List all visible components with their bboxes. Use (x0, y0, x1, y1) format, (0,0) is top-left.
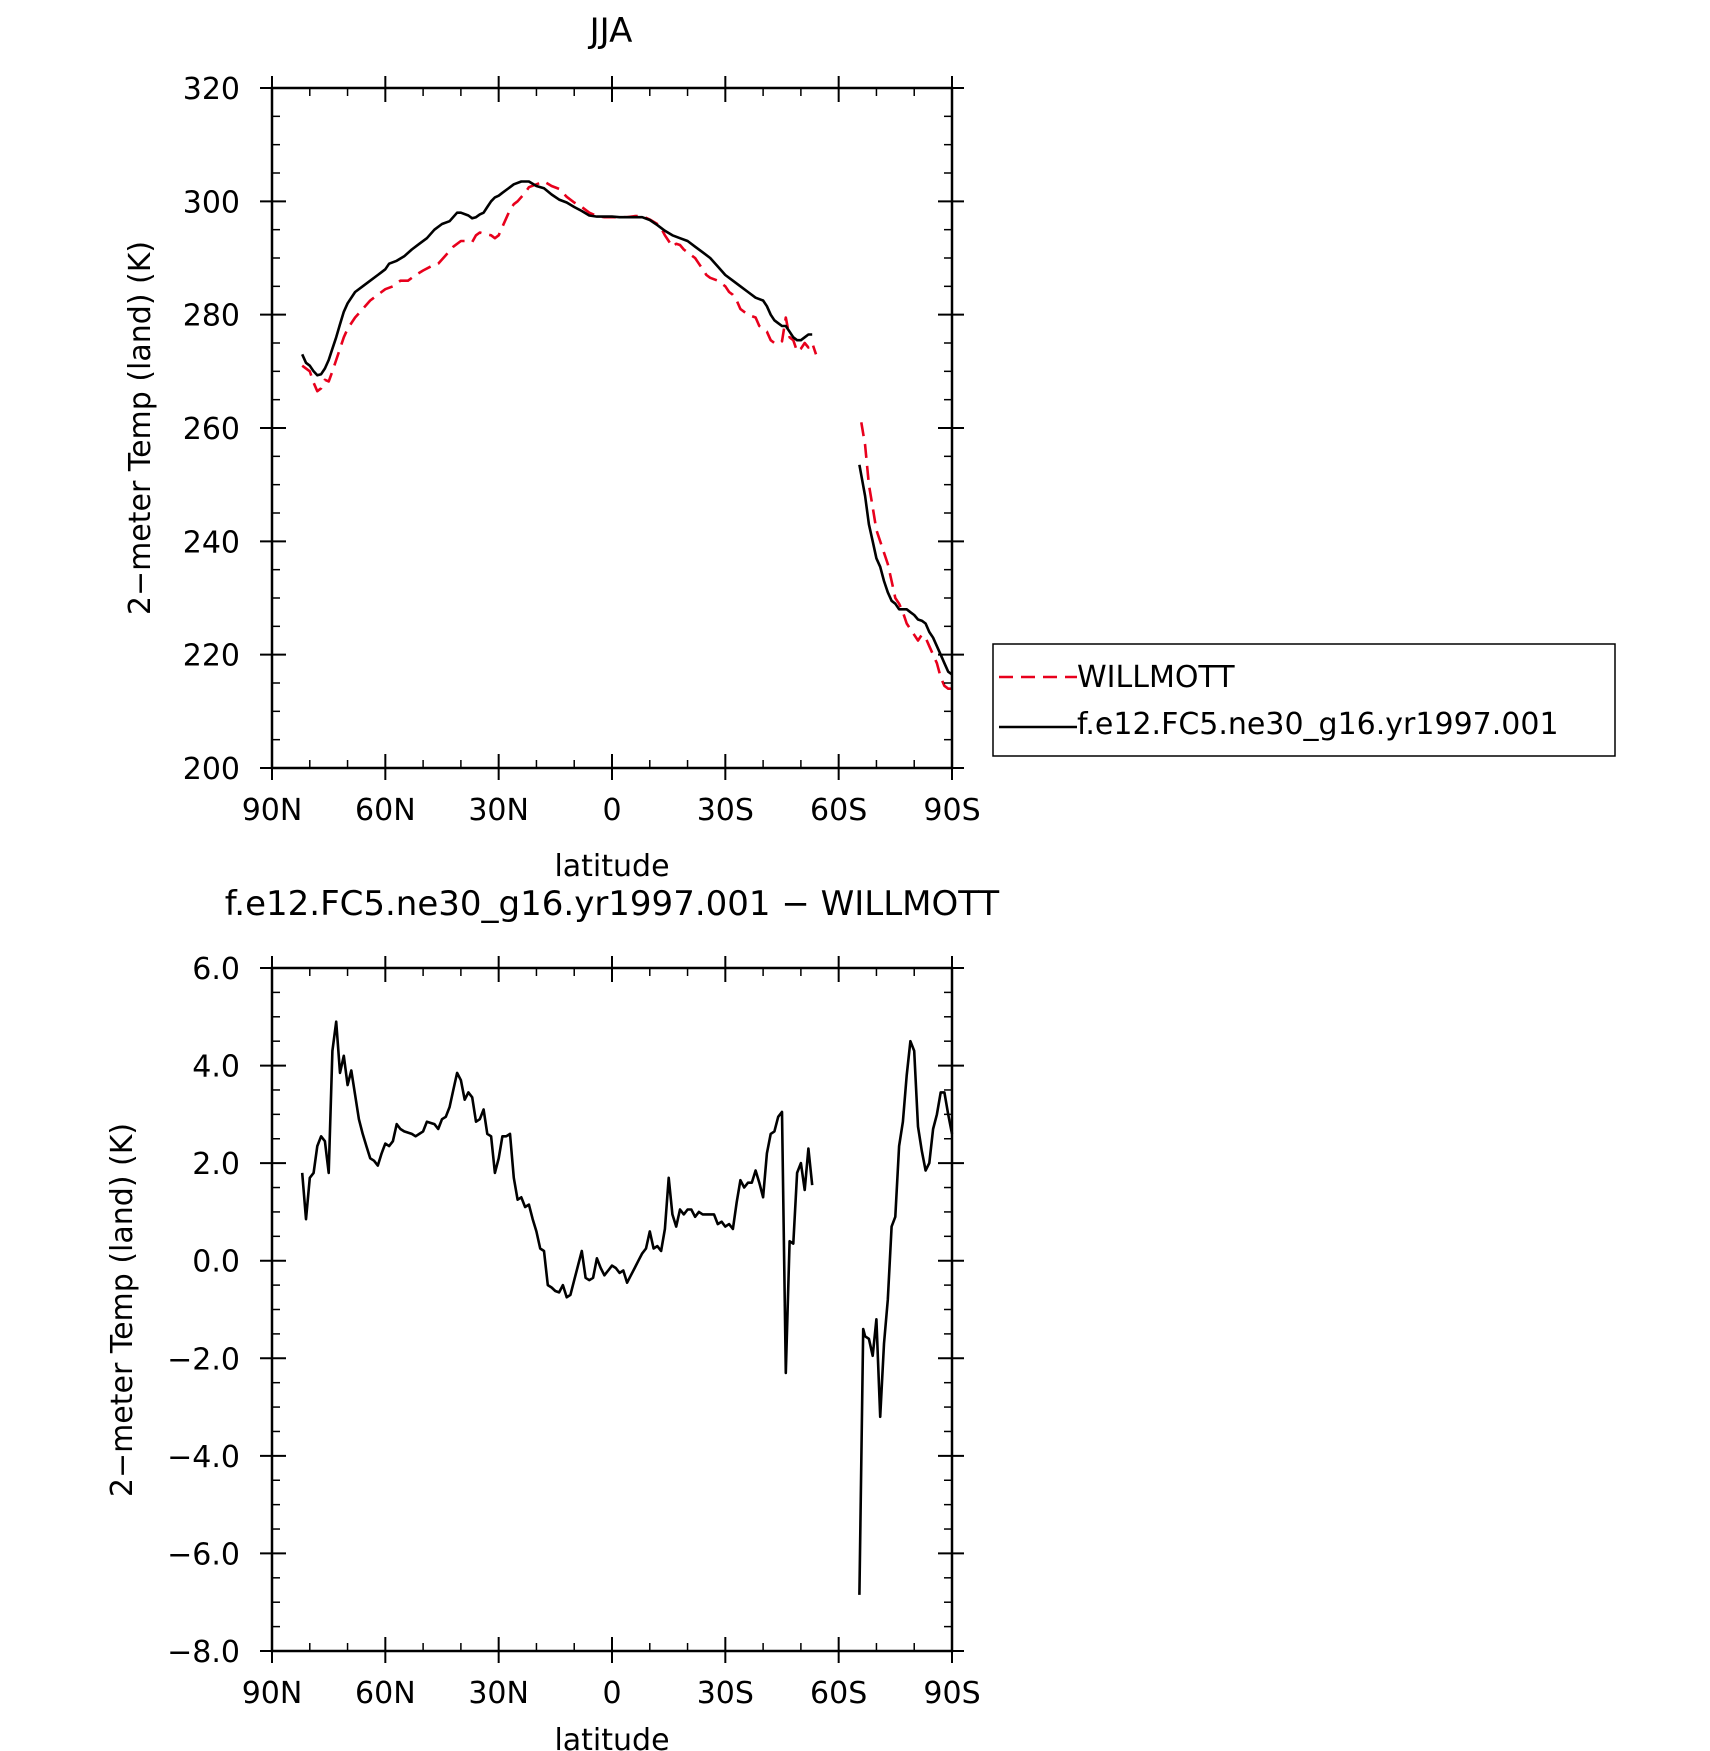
series-line-model-segment-2 (858, 1039, 954, 1595)
y-tick-label: 220 (183, 639, 240, 674)
y-axis-label: 2−meter Temp (land) (K) (123, 241, 158, 615)
x-axis-label: latitude (554, 849, 669, 884)
y-tick-label: 240 (183, 525, 240, 560)
x-tick-label: 30S (697, 793, 754, 828)
x-tick-label: 60S (810, 1676, 867, 1711)
y-tick-label: 300 (183, 185, 240, 220)
legend-label-willmott: WILLMOTT (1077, 660, 1235, 695)
y-tick-label: 4.0 (192, 1050, 240, 1085)
plot-frame (270, 86, 954, 770)
chart-title: f.e12.FC5.ne30_g16.yr1997.001 − WILLMOTT (225, 884, 1000, 924)
y-tick-label: −2.0 (167, 1342, 240, 1377)
x-tick-label: 0 (602, 793, 621, 828)
x-tick-label: 30N (468, 1676, 529, 1711)
legend: WILLMOTT f.e12.FC5.ne30_g16.yr1997.001 (992, 643, 1616, 757)
series-line-willmott-segment-1 (301, 180, 818, 393)
y-tick-label: 0.0 (192, 1245, 240, 1280)
chart-title: JJA (588, 11, 633, 51)
y-tick-label: 280 (183, 299, 240, 334)
x-tick-label: 60N (355, 793, 416, 828)
top-panel: JJA 90N 60N 30N 0 30S 60S 90S 320 300 280 260 240 22… (123, 11, 1616, 884)
plot-frame (270, 966, 954, 1653)
y-tick-label: −4.0 (167, 1440, 240, 1475)
y-tick-label: 6.0 (192, 952, 240, 987)
x-tick-label: 30S (697, 1676, 754, 1711)
x-tick-label: 90S (923, 1676, 980, 1711)
x-axis-label: latitude (554, 1723, 669, 1751)
y-tick-label: −8.0 (167, 1635, 240, 1670)
bottom-panel: f.e12.FC5.ne30_g16.yr1997.001 − WILLMOTT… (105, 884, 999, 1751)
series-line-model-segment-2 (858, 464, 953, 676)
x-tick-label: 60N (355, 1676, 416, 1711)
series-line-model-segment-1 (301, 180, 813, 377)
y-tick-label: 260 (183, 412, 240, 447)
series-line-model-segment-1 (300, 1020, 814, 1375)
legend-box (992, 643, 1616, 757)
x-tick-label: 60S (810, 793, 867, 828)
y-axis-label: 2−meter Temp (land) (K) (105, 1123, 140, 1497)
x-tick-label: 90S (923, 793, 980, 828)
x-tick-label: 90N (242, 1676, 303, 1711)
x-tick-label: 0 (602, 1676, 621, 1711)
y-tick-label: −6.0 (167, 1537, 240, 1572)
legend-label-model: f.e12.FC5.ne30_g16.yr1997.001 (1077, 707, 1559, 742)
y-tick-label: 320 (183, 72, 240, 107)
x-tick-label: 30N (468, 793, 529, 828)
y-tick-label: 2.0 (192, 1147, 240, 1182)
y-tick-label: 200 (183, 752, 240, 787)
series-line-willmott-segment-2 (860, 422, 952, 691)
x-tick-label: 90N (242, 793, 303, 828)
